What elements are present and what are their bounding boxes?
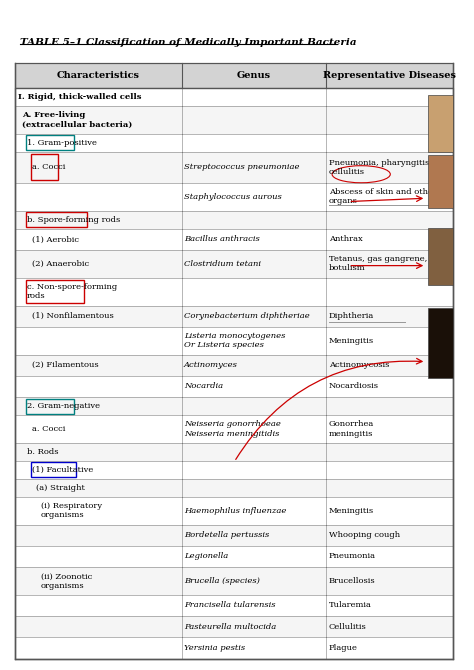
Text: b. Spore-forming rods: b. Spore-forming rods [27,216,120,224]
Text: Brucella (species): Brucella (species) [184,577,260,585]
Text: Tularemia: Tularemia [328,602,372,610]
Text: a. Cocci: a. Cocci [32,425,65,433]
Bar [428,228,453,285]
Bar [15,397,453,415]
Text: Francisella tularensis: Francisella tularensis [184,602,275,610]
Text: Brucellosis: Brucellosis [328,577,375,585]
Bar [15,106,453,134]
Bar [15,278,453,306]
Text: Representative Diseases: Representative Diseases [323,71,456,80]
Text: Pasteurella multocida: Pasteurella multocida [184,622,276,630]
Text: Haemophilus influenzae: Haemophilus influenzae [184,507,286,515]
Bar [15,616,453,637]
Text: Listeria monocytogenes
Or Listeria species: Listeria monocytogenes Or Listeria speci… [184,332,285,349]
Text: (2) Filamentous: (2) Filamentous [32,361,98,369]
Bar [26,212,87,227]
Text: I. Rigid, thick-walled cells: I. Rigid, thick-walled cells [18,93,141,101]
Text: (2) Anaerobic: (2) Anaerobic [32,260,89,268]
Bar [15,306,453,327]
Bar [428,94,453,151]
Bar [15,595,453,616]
Bar [26,135,74,151]
Text: c. Non-spore-forming
rods: c. Non-spore-forming rods [27,283,117,300]
Bar [26,399,74,413]
Bar [15,637,453,659]
Bar [15,88,453,106]
Text: Meningitis: Meningitis [328,507,374,515]
Text: Pneumonia: Pneumonia [328,553,375,560]
Text: TABLE 5–1 Classification of Medically Important Bacteria: TABLE 5–1 Classification of Medically Im… [20,38,356,47]
Text: Anthrax: Anthrax [328,235,362,243]
Text: 1. Gram-positive: 1. Gram-positive [27,139,97,147]
Bar [15,567,453,595]
Text: Meningitis: Meningitis [328,336,374,344]
Text: (1) Nonfilamentous: (1) Nonfilamentous [32,312,113,320]
Bar [15,461,453,479]
Text: Staphylococcus aurous: Staphylococcus aurous [184,193,282,201]
Text: Neisseria gonorrhoeae
Neisseria meningitidis: Neisseria gonorrhoeae Neisseria meningit… [184,420,281,438]
Text: (i) Respiratory
organisms: (i) Respiratory organisms [41,502,102,519]
Bar [26,280,84,304]
Text: Cellulitis: Cellulitis [328,622,366,630]
Text: Abscess of skin and other
organs: Abscess of skin and other organs [328,188,437,206]
Text: Yersinia pestis: Yersinia pestis [184,644,245,652]
Text: (1) Aerobic: (1) Aerobic [32,235,79,243]
Bar [15,525,453,546]
Text: Gonorrhea
meningitis: Gonorrhea meningitis [328,420,374,438]
Bar [15,152,453,183]
Text: Bacillus anthracis: Bacillus anthracis [184,235,260,243]
Text: Characteristics: Characteristics [57,71,140,80]
Text: (1) Facultative: (1) Facultative [32,466,93,474]
Text: Tetanus, gas gangrene,
botulism: Tetanus, gas gangrene, botulism [328,255,427,273]
Bar [15,546,453,567]
Bar [15,211,453,228]
Text: b. Rods: b. Rods [27,448,58,456]
Bar [15,415,453,443]
Bar [15,443,453,461]
Text: Plague: Plague [328,644,357,652]
Text: 2. Gram-negative: 2. Gram-negative [27,402,100,410]
Bar [428,308,453,379]
Text: Nocardiosis: Nocardiosis [328,383,379,391]
Text: Diphtheria: Diphtheria [328,312,374,320]
Bar [15,354,453,376]
Text: Nocardia: Nocardia [184,383,223,391]
Bar [15,134,453,152]
Bar [15,228,453,250]
Text: (ii) Zoonotic
organisms: (ii) Zoonotic organisms [41,572,92,590]
Bar [15,376,453,397]
Text: Actinomyces: Actinomyces [184,361,238,369]
Text: Legionella: Legionella [184,553,228,560]
Bar [15,327,453,354]
Bar [31,154,58,180]
Bar [15,250,453,278]
Text: Pneumonia, pharyngitis,
cellulitis: Pneumonia, pharyngitis, cellulitis [328,159,431,176]
Text: Genus: Genus [237,71,271,80]
Text: Whooping cough: Whooping cough [328,531,400,539]
Bar [15,496,453,525]
Bar [15,63,453,88]
Bar [428,155,453,208]
Text: A. Free-living
(extracellular bacteria): A. Free-living (extracellular bacteria) [22,111,133,129]
Text: Corynebacterium diphtheriae: Corynebacterium diphtheriae [184,312,310,320]
Text: Actinomycosis: Actinomycosis [328,361,389,369]
Bar [31,462,76,477]
Text: Streptococcus pneumoniae: Streptococcus pneumoniae [184,163,300,172]
Text: (a) Straight: (a) Straight [36,484,85,492]
Text: a. Cocci: a. Cocci [32,163,65,172]
Bar [15,183,453,211]
Text: Clostridium tetani: Clostridium tetani [184,260,261,268]
Bar [15,479,453,496]
Text: Bordetella pertussis: Bordetella pertussis [184,531,269,539]
